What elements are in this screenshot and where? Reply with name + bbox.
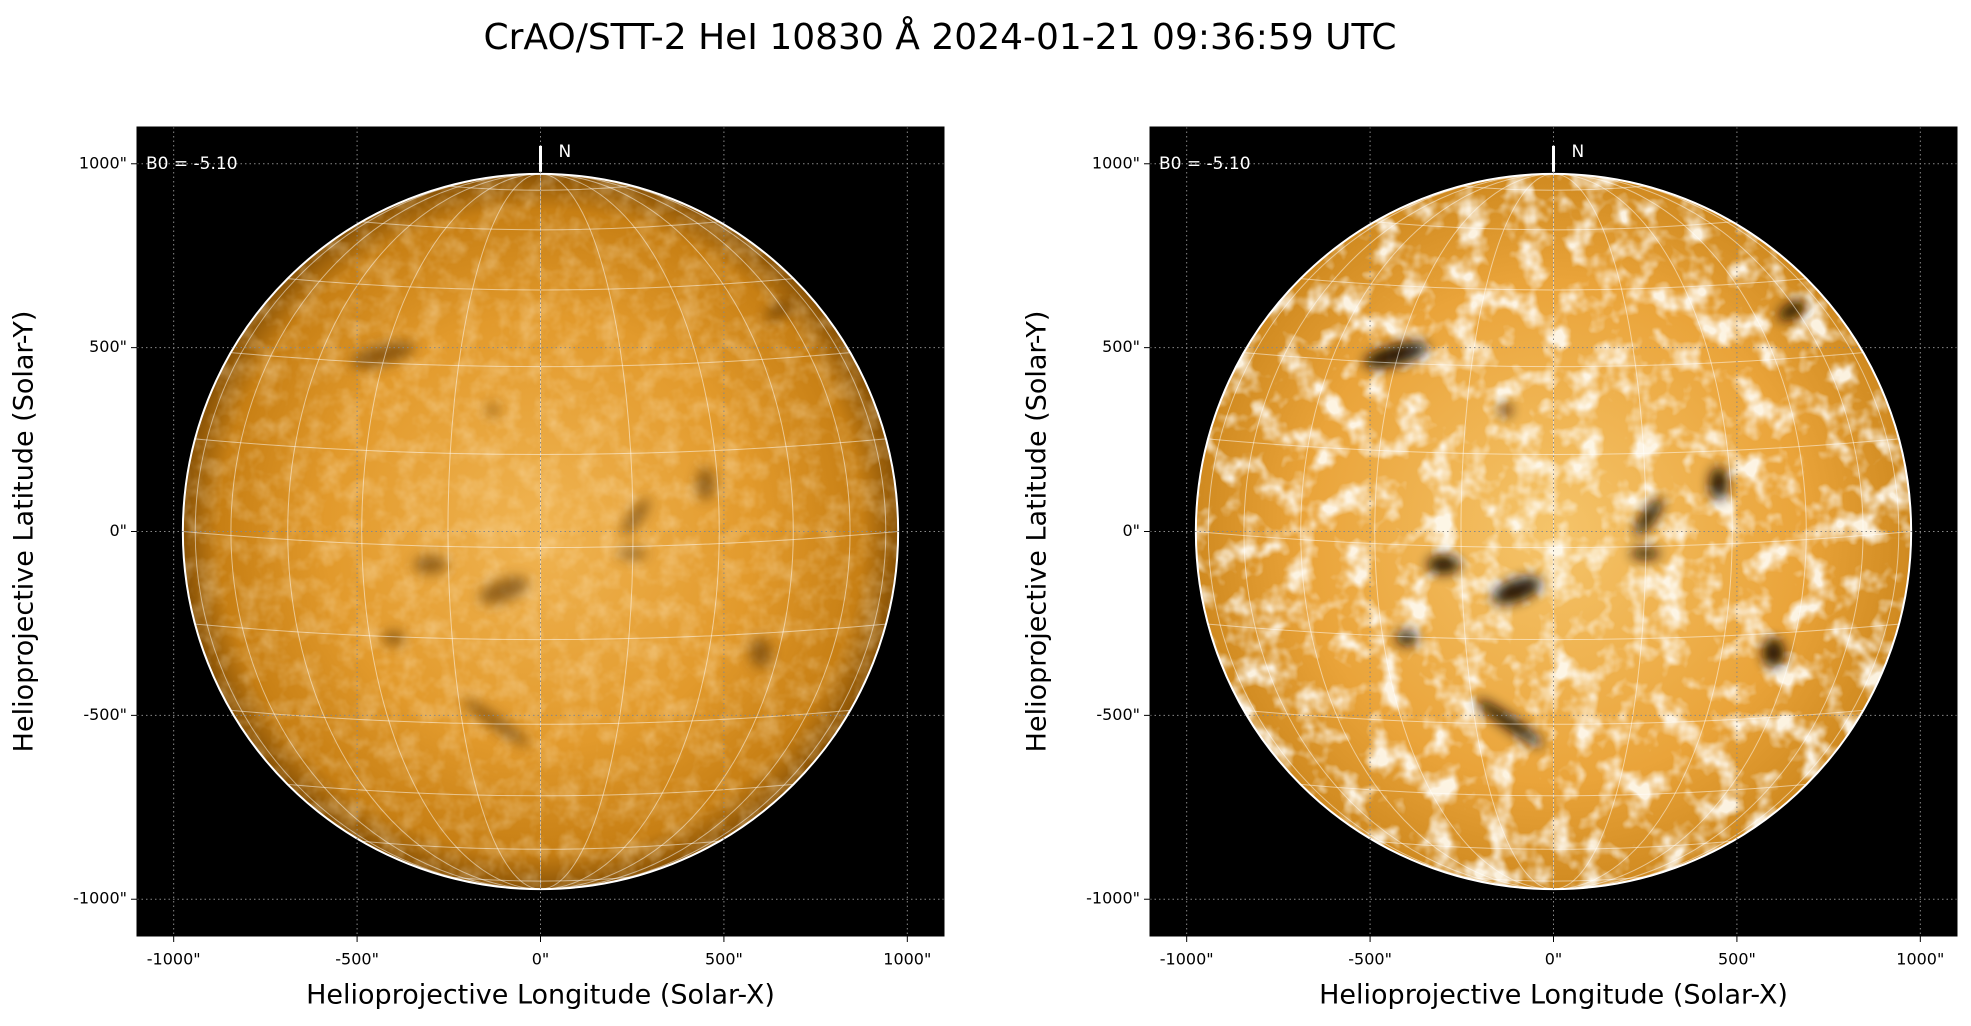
y-tick-label: 500" — [89, 337, 127, 356]
filament — [749, 638, 772, 668]
filament — [382, 630, 405, 646]
meridian — [1553, 173, 1807, 890]
x-axis-label: Helioprojective Longitude (Solar-X) — [306, 980, 775, 1011]
axes-frame — [1149, 126, 1958, 937]
panel: -1000" -500" 0" 500" 1000" -1000" -500" 0" 500" 1… — [1022, 126, 1958, 1011]
filament — [1635, 498, 1663, 536]
filament — [479, 576, 529, 604]
b0-annotation: B0 = -5.10 — [146, 154, 238, 174]
y-tick-label: 0" — [1122, 521, 1140, 540]
filament — [463, 698, 530, 747]
y-tick-label: 0" — [109, 521, 127, 540]
filament — [1476, 698, 1543, 747]
filament — [487, 404, 499, 416]
filament — [622, 498, 650, 536]
filament — [765, 301, 793, 321]
y-tick-label: 1000" — [79, 153, 127, 172]
figure-title: CrAO/STT-2 HeI 10830 Å 2024-01-21 09:36:… — [483, 15, 1396, 58]
meridian — [1374, 173, 1554, 890]
meridian — [287, 173, 541, 890]
x-tick-label: 1000" — [1896, 950, 1944, 969]
meridian — [540, 173, 851, 890]
axes-frame — [136, 126, 945, 937]
x-tick-label: -500" — [335, 950, 379, 969]
x-axis-label: Helioprojective Longitude (Solar-X) — [1319, 980, 1788, 1011]
y-tick-label: -1000" — [73, 889, 127, 908]
filament — [617, 548, 647, 560]
x-tick-label: 0" — [1545, 950, 1563, 969]
meridian — [540, 173, 887, 890]
b0-annotation: B0 = -5.10 — [1159, 154, 1251, 174]
meridian — [540, 173, 720, 890]
filament — [413, 555, 447, 574]
meridian — [1553, 173, 1733, 890]
filament — [1426, 555, 1460, 574]
filament — [1762, 638, 1785, 668]
meridian — [1553, 173, 1900, 890]
meridian — [361, 173, 541, 890]
filament — [1778, 301, 1806, 321]
solar-disk — [182, 173, 899, 890]
filaments — [350, 301, 793, 747]
meridian — [194, 173, 541, 890]
y-axis-label: Helioprojective Latitude (Solar-Y) — [9, 311, 40, 753]
solar-disk — [1195, 173, 1912, 890]
panel: -1000" -500" 0" 500" 1000" -1000" -500" 0" 500" 1… — [9, 126, 945, 1011]
y-tick-label: 500" — [1102, 337, 1140, 356]
meridian — [1300, 173, 1554, 890]
filament — [1363, 341, 1428, 369]
meridian — [1553, 173, 1864, 890]
y-axis-label: Helioprojective Latitude (Solar-Y) — [1022, 311, 1053, 753]
x-tick-label: 0" — [532, 950, 550, 969]
meridian — [540, 173, 794, 890]
y-tick-label: -500" — [83, 705, 127, 724]
filament — [1395, 630, 1418, 646]
y-tick-label: 1000" — [1092, 153, 1140, 172]
filament — [1709, 467, 1728, 501]
y-tick-label: -1000" — [1086, 889, 1140, 908]
meridian — [1243, 173, 1554, 890]
north-label: N — [1572, 142, 1585, 162]
filaments — [1363, 301, 1806, 747]
x-tick-label: 500" — [705, 950, 743, 969]
x-tick-label: -1000" — [1160, 950, 1214, 969]
x-tick-label: 1000" — [883, 950, 931, 969]
filament — [1492, 576, 1542, 604]
filament — [1500, 404, 1512, 416]
north-label: N — [559, 142, 572, 162]
meridian — [230, 173, 541, 890]
filament — [696, 467, 715, 501]
filament — [1630, 548, 1660, 560]
y-tick-label: -500" — [1096, 705, 1140, 724]
heliographic-grid — [1195, 173, 1912, 890]
x-tick-label: -1000" — [147, 950, 201, 969]
x-tick-label: 500" — [1718, 950, 1756, 969]
meridian — [1207, 173, 1554, 890]
x-tick-label: -500" — [1348, 950, 1392, 969]
filament — [350, 341, 415, 369]
